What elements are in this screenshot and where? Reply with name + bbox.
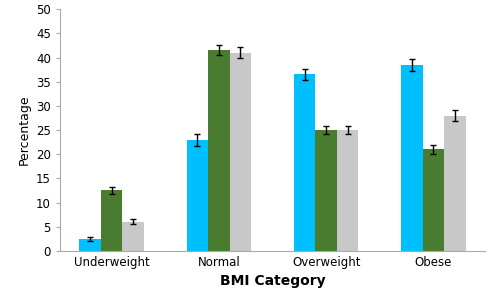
Bar [316, 130, 337, 251]
Bar [294, 74, 316, 251]
Bar [230, 53, 251, 251]
Bar [186, 140, 208, 251]
Bar [444, 116, 466, 251]
X-axis label: BMI Category: BMI Category [220, 274, 326, 288]
Y-axis label: Percentage: Percentage [18, 95, 30, 165]
Bar [337, 130, 358, 251]
Bar [423, 149, 444, 251]
Bar [101, 190, 122, 251]
Bar [208, 50, 230, 251]
Bar [402, 65, 423, 251]
Bar [80, 239, 101, 251]
Bar [122, 222, 144, 251]
